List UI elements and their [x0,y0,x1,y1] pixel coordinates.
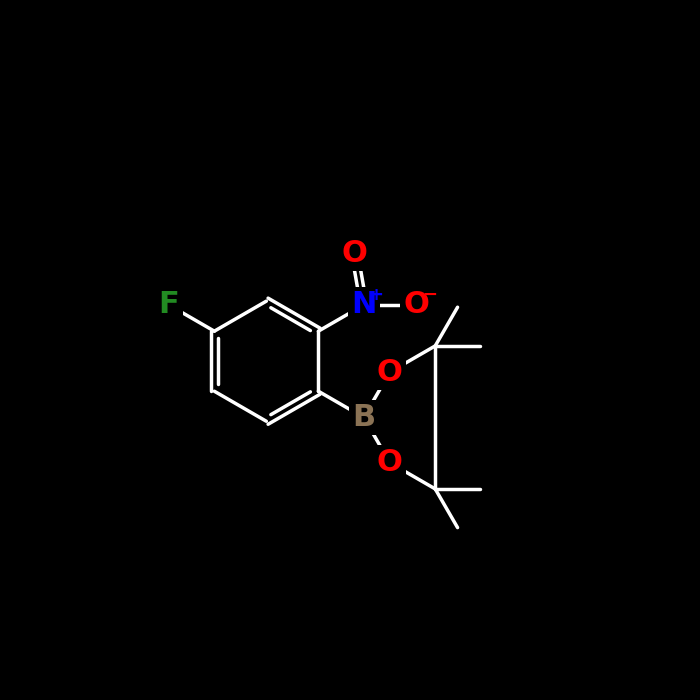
Text: −: − [422,286,438,304]
Text: O: O [342,239,368,268]
Text: N: N [351,290,377,319]
Text: +: + [368,286,384,304]
Text: O: O [377,358,402,386]
Text: B: B [352,403,375,432]
Text: F: F [159,290,179,319]
Text: O: O [377,448,402,477]
Text: O: O [403,290,429,319]
